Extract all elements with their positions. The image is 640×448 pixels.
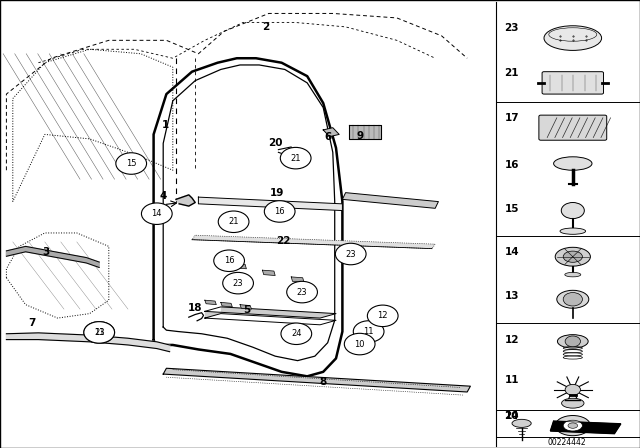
Text: 11: 11	[504, 375, 519, 385]
Circle shape	[84, 322, 115, 343]
Text: 13: 13	[94, 328, 104, 337]
Text: 00224442: 00224442	[547, 438, 586, 447]
Text: 8: 8	[319, 377, 327, 387]
Text: 24: 24	[504, 411, 519, 421]
Text: 10: 10	[355, 340, 365, 349]
Ellipse shape	[555, 416, 590, 435]
Ellipse shape	[563, 251, 582, 262]
Text: 12: 12	[504, 335, 519, 345]
Text: 21: 21	[291, 154, 301, 163]
Polygon shape	[342, 193, 438, 208]
Polygon shape	[6, 333, 170, 352]
Text: 5: 5	[243, 305, 250, 315]
Circle shape	[561, 202, 584, 219]
Text: 6: 6	[324, 132, 332, 142]
Ellipse shape	[554, 157, 592, 170]
Text: 23: 23	[346, 250, 356, 258]
Text: 20: 20	[268, 138, 282, 148]
Ellipse shape	[564, 272, 581, 277]
Ellipse shape	[555, 247, 590, 266]
Ellipse shape	[568, 423, 577, 428]
Ellipse shape	[563, 420, 582, 431]
Text: 1: 1	[161, 121, 169, 130]
Text: 15: 15	[504, 204, 519, 214]
Text: 22: 22	[276, 236, 291, 246]
Text: 2: 2	[262, 22, 269, 32]
Polygon shape	[163, 368, 470, 392]
Text: 14: 14	[504, 247, 519, 257]
Polygon shape	[240, 305, 252, 309]
Text: 14: 14	[152, 209, 162, 218]
Text: 7: 7	[28, 319, 36, 328]
Circle shape	[223, 272, 253, 294]
Text: 16: 16	[224, 256, 234, 265]
Polygon shape	[192, 235, 435, 249]
Text: 17: 17	[504, 113, 519, 123]
Text: 21: 21	[94, 328, 104, 337]
Circle shape	[218, 211, 249, 233]
Circle shape	[281, 323, 312, 345]
Polygon shape	[550, 421, 621, 434]
Circle shape	[214, 250, 244, 271]
Text: 23: 23	[233, 279, 243, 288]
Text: 16: 16	[275, 207, 285, 216]
Text: 24: 24	[291, 329, 301, 338]
Text: 11: 11	[364, 327, 374, 336]
Text: 12: 12	[378, 311, 388, 320]
Text: 9: 9	[356, 131, 364, 141]
Circle shape	[335, 243, 366, 265]
Polygon shape	[198, 197, 342, 211]
Polygon shape	[291, 277, 304, 282]
Circle shape	[565, 384, 580, 395]
Circle shape	[565, 336, 580, 347]
Text: 13: 13	[504, 291, 519, 301]
FancyBboxPatch shape	[539, 115, 607, 140]
Circle shape	[116, 153, 147, 174]
Polygon shape	[205, 300, 216, 305]
Circle shape	[287, 281, 317, 303]
Polygon shape	[221, 302, 232, 307]
Polygon shape	[323, 128, 339, 137]
Polygon shape	[205, 307, 336, 318]
Ellipse shape	[562, 398, 584, 408]
Text: 15: 15	[126, 159, 136, 168]
Circle shape	[344, 333, 375, 355]
Circle shape	[264, 201, 295, 222]
Text: 16: 16	[504, 160, 519, 170]
Circle shape	[280, 147, 311, 169]
Ellipse shape	[544, 26, 602, 50]
Text: 19: 19	[270, 188, 284, 198]
Text: 4: 4	[159, 191, 167, 201]
Polygon shape	[349, 125, 381, 139]
Polygon shape	[176, 195, 195, 206]
Circle shape	[84, 322, 115, 343]
Circle shape	[353, 321, 384, 342]
Polygon shape	[262, 270, 275, 276]
Text: 23: 23	[504, 23, 519, 33]
Text: 3: 3	[42, 247, 50, 257]
Polygon shape	[6, 246, 99, 267]
Text: 21: 21	[504, 68, 519, 78]
Ellipse shape	[560, 228, 586, 234]
Ellipse shape	[557, 335, 588, 348]
Text: 23: 23	[297, 288, 307, 297]
Polygon shape	[234, 263, 246, 269]
Ellipse shape	[557, 290, 589, 308]
Text: 21: 21	[228, 217, 239, 226]
Circle shape	[367, 305, 398, 327]
Circle shape	[141, 203, 172, 224]
Ellipse shape	[512, 419, 531, 427]
Text: 18: 18	[188, 303, 202, 313]
Circle shape	[563, 293, 582, 306]
Text: 10: 10	[504, 411, 519, 421]
FancyBboxPatch shape	[542, 72, 604, 94]
